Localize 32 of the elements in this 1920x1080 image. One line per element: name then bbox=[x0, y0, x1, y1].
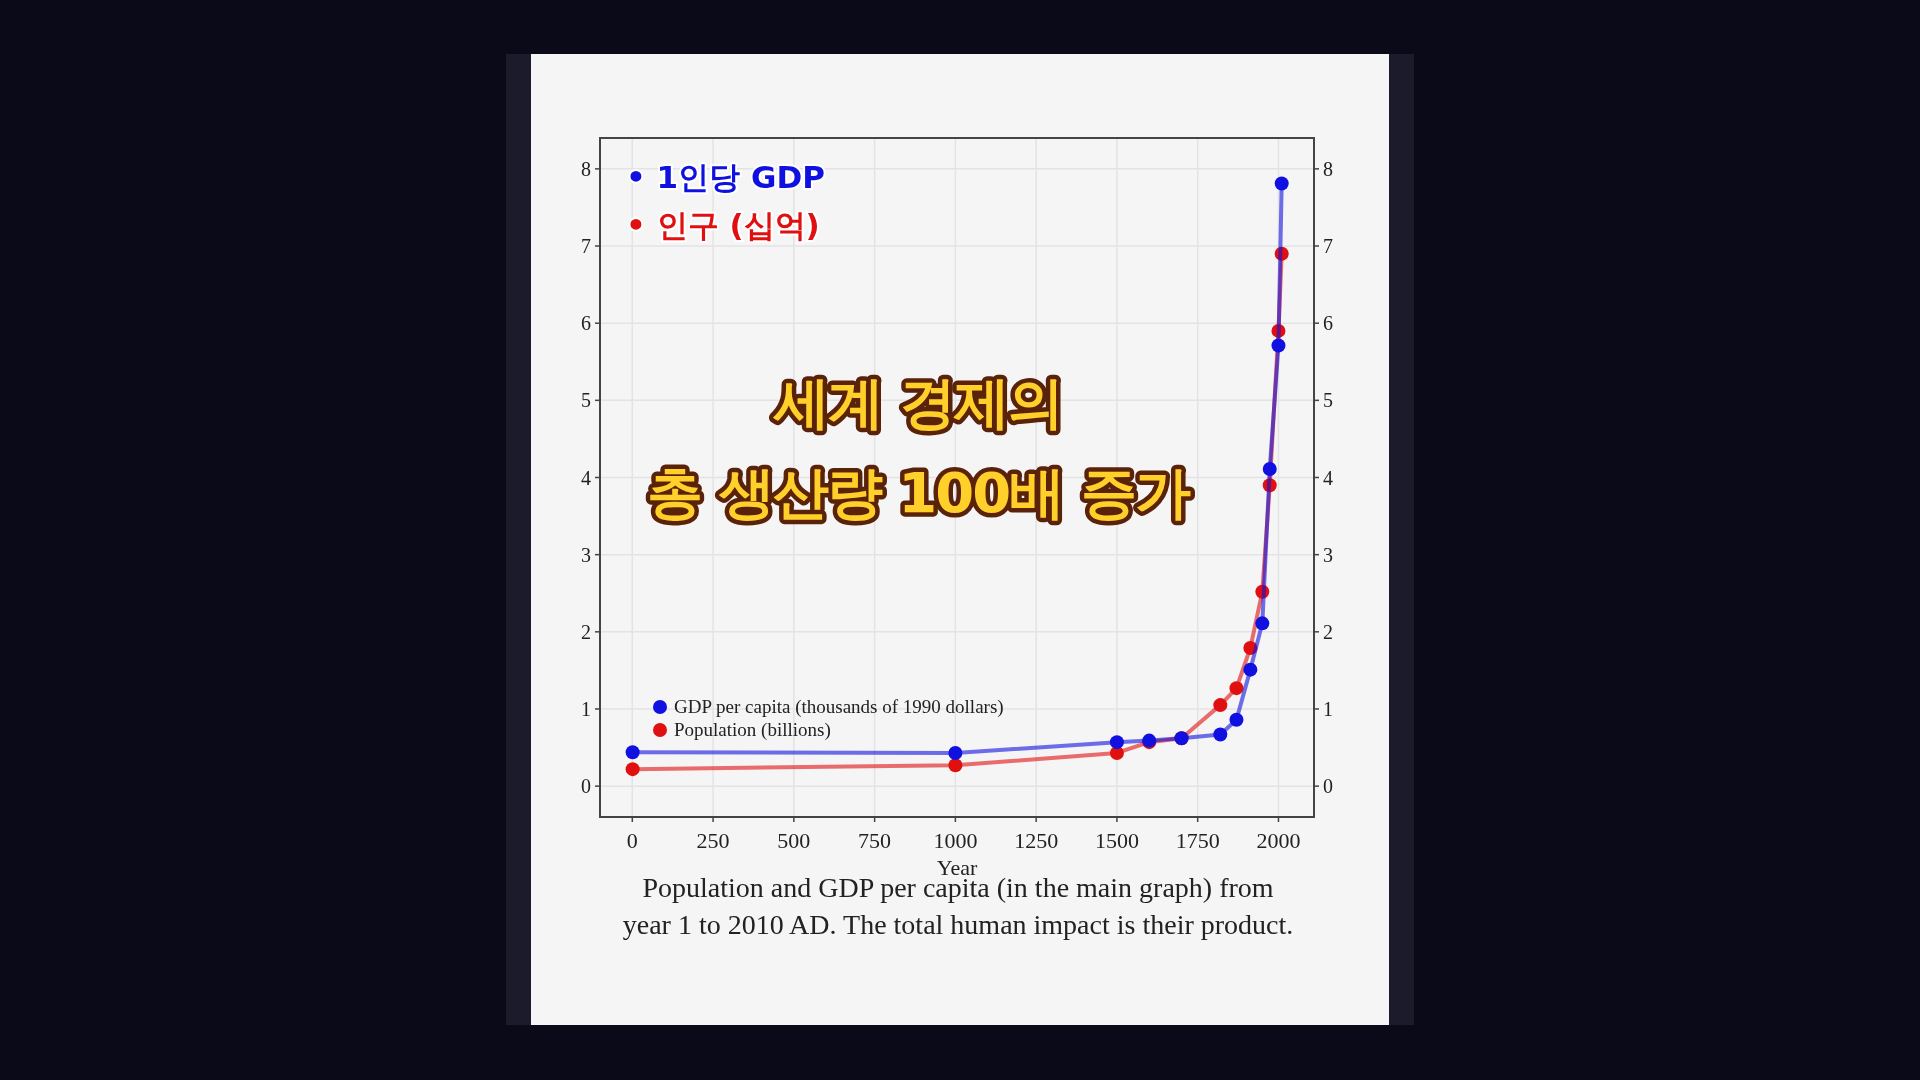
y-tick-label: 8 bbox=[581, 157, 591, 180]
legend-label: Population (billions) bbox=[674, 719, 831, 741]
y-tick-label: 2 bbox=[581, 620, 591, 643]
y2-tick-label: 5 bbox=[1323, 389, 1333, 412]
x-tick-label: 2000 bbox=[1256, 828, 1301, 853]
y-tick-label: 3 bbox=[581, 543, 591, 566]
annotation: • 인구 (십억) bbox=[626, 207, 820, 243]
annotation: 세계 경제의 총 생산량 100배 증가 bbox=[647, 370, 1191, 525]
x-tick-label: 500 bbox=[777, 828, 811, 853]
x-tick-label: 1500 bbox=[1094, 828, 1139, 853]
y-tick-label: 4 bbox=[581, 466, 591, 489]
y2-tick-label: 3 bbox=[1323, 543, 1333, 566]
x-tick-label: 750 bbox=[858, 828, 892, 853]
y2-tick-label: 6 bbox=[1323, 312, 1333, 335]
y2-tick-label: 4 bbox=[1323, 466, 1333, 489]
y2-tick-label: 0 bbox=[1323, 775, 1333, 798]
y2-tick-label: 8 bbox=[1323, 157, 1333, 180]
y-tick-label: 7 bbox=[581, 235, 591, 258]
y-tick-label: 0 bbox=[581, 775, 591, 798]
y-tick-label: 5 bbox=[581, 389, 591, 412]
y2-tick-label: 1 bbox=[1323, 697, 1333, 720]
y2-tick-label: 2 bbox=[1323, 620, 1333, 643]
x-tick-label: 0 bbox=[626, 828, 638, 853]
y2-tick-label: 7 bbox=[1323, 235, 1333, 258]
x-tick-label: 1750 bbox=[1175, 828, 1220, 853]
annotation: • 1인당 GDP bbox=[626, 159, 825, 195]
y-tick-label: 1 bbox=[581, 697, 591, 720]
x-tick-label: 250 bbox=[696, 828, 730, 853]
x-tick-label: 1250 bbox=[1014, 828, 1059, 853]
x-tick-label: 1000 bbox=[933, 828, 978, 853]
legend-label: GDP per capita (thousands of 1990 dollars) bbox=[674, 696, 1004, 718]
y-tick-label: 6 bbox=[581, 312, 591, 335]
